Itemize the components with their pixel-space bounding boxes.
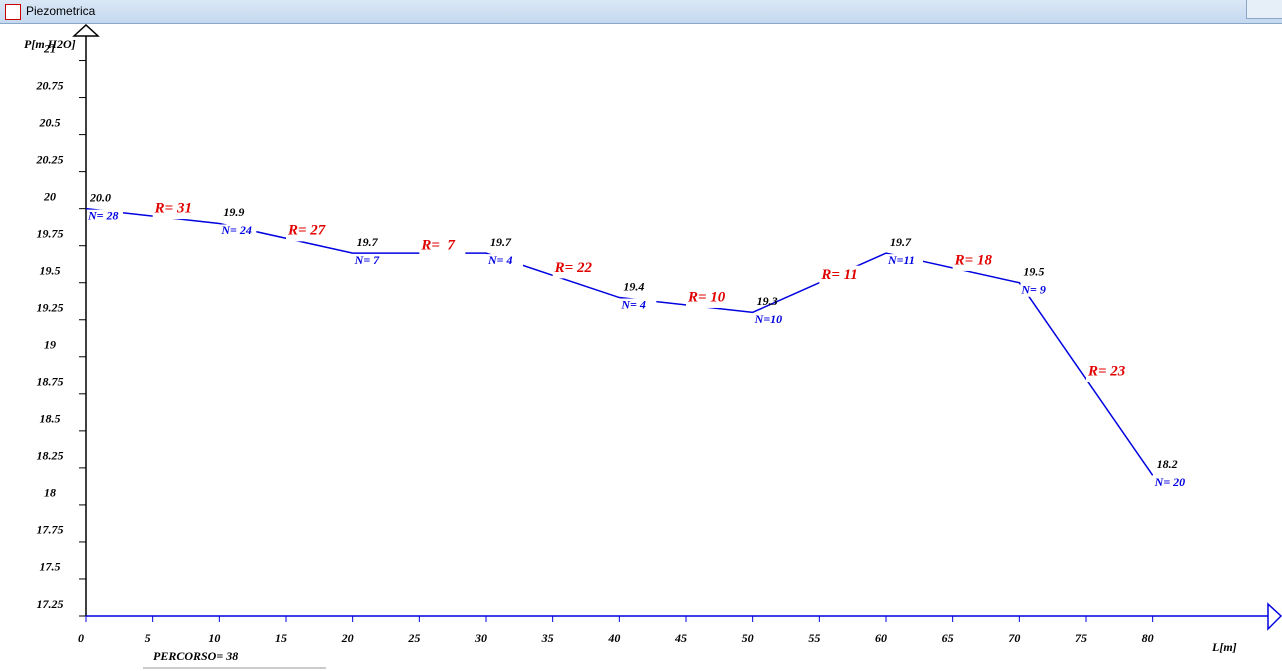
node-label: N= 7 [354, 253, 381, 267]
window-button[interactable] [1246, 0, 1282, 19]
y-tick-label: 20.5 [39, 115, 61, 129]
x-axis-label: L[m] [1211, 640, 1237, 654]
x-tick-label: 5 [145, 631, 151, 645]
x-tick-label: 80 [1142, 631, 1154, 645]
segment-label-bg [419, 236, 466, 257]
y-tick-label: 17.5 [40, 560, 61, 574]
value-label: 20.0 [89, 190, 111, 204]
segment-label: R= 23 [1087, 363, 1126, 379]
node-label: N= 9 [1020, 282, 1046, 296]
segment-label-bg [819, 265, 866, 286]
node-label-bg [353, 254, 390, 268]
segment-label: R= 27 [287, 223, 326, 239]
y-tick-label: 20.75 [36, 78, 64, 92]
node-label-bg [487, 254, 523, 268]
y-axis-label: P[m H2O] [24, 37, 76, 51]
x-tick-label: 70 [1008, 631, 1020, 645]
segment-label: R= 10 [687, 289, 726, 305]
x-tick-label: 45 [674, 631, 687, 645]
node-label: N=11 [887, 253, 915, 267]
y-tick-label: 18.25 [37, 449, 64, 463]
segment-label: R= 31 [154, 201, 192, 217]
node-label: N= 4 [487, 253, 513, 267]
x-tick-label: 65 [942, 631, 954, 645]
app-icon [5, 4, 21, 20]
segment-label-bg [952, 250, 999, 271]
segment-label-bg [1086, 362, 1132, 383]
window-title: Piezometrica [26, 4, 96, 18]
x-tick-label: 55 [808, 631, 820, 645]
x-tick-label: 35 [541, 631, 554, 645]
x-tick-label: 25 [407, 631, 420, 645]
value-label: 19.7 [490, 235, 512, 249]
segment-label: R= 18 [954, 252, 993, 268]
x-tick-label: 30 [474, 631, 487, 645]
segment-label: R= 7 [420, 238, 455, 254]
x-tick-label: 15 [275, 631, 287, 645]
chart: P[m H2O] L[m] PERCORSO= 38 17.25 17.5 17.7… [24, 24, 1282, 669]
x-axis-arrow [1267, 602, 1282, 631]
segment-label: R= 22 [554, 260, 593, 276]
node-label-bg [87, 209, 123, 223]
y-tick-label: 20.25 [36, 152, 64, 166]
value-label: 18.2 [1157, 457, 1178, 471]
node-label: N= 24 [220, 223, 252, 237]
value-label: 19.7 [890, 235, 912, 249]
segment-label-bg [552, 258, 599, 279]
node-label: N= 20 [1154, 475, 1186, 489]
y-tick-label: 18.5 [40, 412, 61, 426]
x-tick-label: 40 [607, 631, 620, 645]
node-label: N= 4 [620, 297, 646, 311]
value-label: 19.4 [623, 279, 644, 293]
y-tick-label: 19 [44, 338, 56, 352]
value-label: 19.3 [757, 294, 778, 308]
node-label-bg [1020, 283, 1057, 297]
x-tick-label: 50 [742, 631, 754, 645]
node-label-bg [220, 224, 257, 238]
y-tick-label: 18 [44, 486, 56, 500]
node-label: N=10 [754, 312, 783, 326]
x-tick-label: 20 [341, 631, 354, 645]
y-tick-label: 19.5 [40, 263, 61, 277]
x-tick-label: 10 [208, 631, 220, 645]
y-tick-label: 17.25 [37, 597, 64, 611]
segment-label-bg [286, 221, 332, 242]
x-tick-label: 75 [1075, 631, 1087, 645]
value-label: 19.7 [357, 235, 379, 249]
node-label-bg [753, 313, 790, 327]
y-tick-label: 17.75 [37, 523, 64, 537]
segment-label-bg [152, 199, 199, 220]
piezometric-line [85, 207, 1154, 476]
node-label-bg [620, 298, 657, 312]
node-label: N= 28 [87, 208, 119, 222]
y-tick-label: 18.75 [37, 375, 64, 389]
node-label-bg [1153, 476, 1190, 490]
x-tick-label: 60 [875, 631, 887, 645]
footer: PERCORSO= 38 [153, 649, 238, 663]
x-tick-label: 0 [78, 631, 84, 645]
y-tick-label: 20 [43, 189, 56, 203]
y-tick-label: 19.25 [37, 301, 64, 315]
node-label-bg [887, 254, 923, 268]
segment-label: R= 11 [820, 267, 857, 283]
value-label: 19.5 [1023, 264, 1044, 278]
y-tick-label: 21 [43, 41, 56, 55]
y-tick-label: 19.75 [37, 226, 64, 240]
segment-label-bg [686, 287, 732, 308]
value-label: 19.9 [223, 205, 244, 219]
y-axis-arrow [72, 24, 100, 37]
title-bar: Piezometrica [0, 0, 1282, 24]
